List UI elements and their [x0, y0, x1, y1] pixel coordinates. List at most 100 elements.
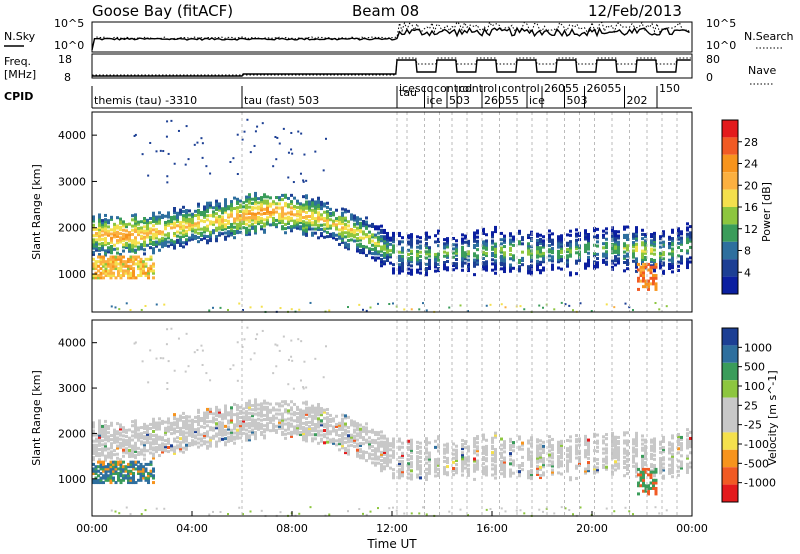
power-cell: [281, 218, 284, 222]
power-cell: [446, 268, 449, 272]
power-cell: [461, 239, 464, 243]
power-cell: [140, 226, 143, 230]
velocity-cell: [624, 506, 627, 509]
power-cell: [173, 209, 176, 213]
power-cell: [650, 258, 653, 262]
velocity-cell: [128, 455, 131, 459]
power-cell: [191, 237, 194, 241]
power-cell: [278, 212, 281, 216]
velocity-cell: [613, 510, 616, 513]
velocity-cell: [109, 467, 113, 471]
power-cell: [184, 163, 187, 166]
power-cell: [95, 232, 98, 236]
power-cell: [374, 233, 377, 237]
velocity-cell: [566, 465, 569, 469]
power-cell: [602, 260, 605, 264]
velocity-cell: [206, 416, 209, 420]
velocity-cell: [173, 427, 176, 431]
power-cell: [119, 219, 122, 223]
power-cell: [302, 209, 305, 213]
power-cell: [119, 274, 123, 278]
power-cell: [575, 251, 578, 255]
velocity-cell: [92, 456, 95, 460]
power-cell: [518, 240, 521, 244]
velocity-cell: [503, 440, 506, 444]
power-cell: [359, 226, 362, 230]
power-cell: [341, 217, 344, 221]
velocity-cell: [134, 427, 137, 431]
power-cell: [98, 217, 101, 221]
power-cell: [392, 271, 395, 275]
power-cell: [152, 213, 155, 217]
power-cell: [527, 244, 530, 248]
velocity-cell: [132, 478, 135, 482]
power-cell: [641, 243, 644, 247]
power-cell: [566, 260, 569, 264]
cpid-label-text: 26055: [587, 82, 622, 95]
power-cell: [626, 263, 629, 267]
power-cell: [485, 245, 488, 249]
power-cell: [356, 220, 359, 224]
velocity-cell: [95, 443, 98, 447]
velocity-cell: [266, 416, 269, 420]
power-cell: [236, 201, 239, 205]
power-cell: [551, 265, 554, 269]
velocity-cell: [642, 473, 645, 477]
velocity-cell: [632, 513, 634, 516]
power-cell: [464, 234, 467, 238]
power-cell: [377, 227, 380, 231]
power-cell: [152, 251, 155, 255]
velocity-cell: [668, 451, 671, 455]
velocity-cell: [623, 449, 626, 453]
power-cell: [494, 246, 497, 250]
velocity-cell: [215, 442, 218, 446]
power-cell: [596, 265, 599, 269]
velocity-cell: [275, 424, 278, 428]
power-cell: [467, 250, 470, 254]
power-data: [92, 112, 692, 313]
velocity-cell: [566, 438, 569, 442]
power-cell: [551, 257, 554, 261]
power-cell: [560, 242, 563, 246]
power-cell: [233, 221, 236, 225]
power-cell: [635, 269, 638, 273]
power-cell: [272, 223, 275, 227]
power-cell: [173, 246, 176, 250]
power-cell: [523, 308, 526, 311]
velocity-cell: [194, 415, 197, 419]
power-cell: [109, 274, 113, 278]
velocity-cell: [368, 436, 371, 440]
power-cell: [461, 250, 464, 254]
power-cell: [596, 263, 599, 267]
power-cell: [298, 308, 301, 311]
power-cell: [95, 242, 98, 246]
power-cell: [551, 232, 554, 236]
power-cell: [254, 202, 257, 206]
velocity-cell: [278, 408, 281, 412]
colorbar-tick-label: 100: [744, 380, 765, 393]
power-cell: [131, 247, 134, 251]
velocity-cell: [626, 449, 629, 453]
power-cell: [302, 180, 305, 183]
power-cell: [218, 227, 221, 231]
power-cell: [107, 262, 110, 266]
velocity-cell: [443, 443, 446, 447]
velocity-cell: [197, 417, 200, 421]
velocity-cell: [140, 432, 143, 436]
velocity-cell: [179, 414, 182, 418]
power-cell: [623, 242, 626, 246]
power-cell: [143, 216, 146, 220]
velocity-cell: [146, 441, 149, 445]
velocity-cell: [611, 438, 614, 442]
velocity-cell: [686, 432, 689, 436]
power-cell: [320, 202, 323, 206]
velocity-cell: [109, 469, 113, 473]
power-cell: [230, 206, 233, 210]
power-cell: [383, 237, 386, 241]
velocity-cell: [128, 442, 131, 446]
power-cell: [173, 221, 176, 225]
velocity-cell: [650, 438, 653, 442]
velocity-cell: [509, 474, 512, 478]
power-cell: [245, 222, 248, 226]
power-cell: [641, 251, 644, 255]
